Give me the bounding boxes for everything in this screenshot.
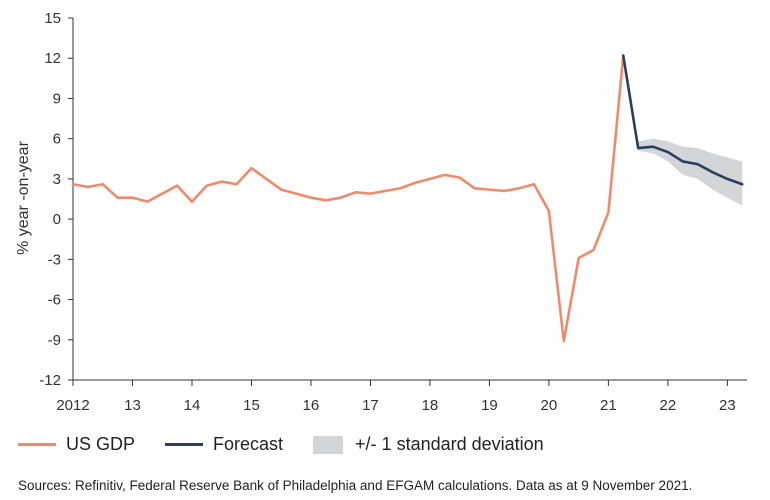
y-tick-label: 6 — [53, 131, 61, 148]
y-tick-label: -12 — [39, 372, 61, 389]
x-tick-label: 13 — [124, 397, 141, 414]
x-tick-label: 22 — [660, 397, 677, 414]
x-tick-label: 15 — [243, 397, 260, 414]
x-axis-ticks: 2012 13 14 15 16 17 18 19 20 21 22 23 — [56, 380, 736, 414]
x-tick-label: 20 — [541, 397, 558, 414]
std-dev-band — [638, 138, 743, 206]
y-tick-label: -3 — [48, 251, 61, 268]
legend-swatch-forecast — [165, 443, 204, 446]
legend-label-std-dev: +/- 1 standard deviation — [355, 434, 544, 454]
y-tick-label: -9 — [48, 332, 61, 349]
y-tick-label: 12 — [44, 50, 61, 67]
x-tick-label: 17 — [362, 397, 379, 414]
legend-item-us-gdp: US GDP — [18, 434, 135, 455]
y-tick-label: 0 — [53, 211, 61, 228]
y-axis-ticks: 15 12 9 6 3 0 -3 -6 -9 -12 — [39, 10, 73, 389]
y-axis-label: % year -on-year — [15, 140, 32, 254]
y-tick-label: 3 — [53, 171, 61, 188]
forecast-series-line — [621, 54, 744, 186]
legend-label-forecast: Forecast — [213, 434, 284, 454]
x-tick-label: 19 — [481, 397, 498, 414]
legend-item-std-dev: +/- 1 standard deviation — [313, 434, 544, 455]
y-tick-label: 9 — [53, 90, 61, 107]
line-chart: 15 12 9 6 3 0 -3 -6 -9 -12 2012 13 14 15 16 17 18 19 20 21… — [15, 10, 747, 414]
legend-swatch-us-gdp — [18, 443, 56, 446]
legend-label-us-gdp: US GDP — [66, 434, 136, 454]
legend: US GDP Forecast +/- 1 standard deviation — [18, 434, 574, 455]
source-note: Sources: Refinitiv, Federal Reserve Bank… — [18, 478, 693, 493]
x-tick-label: 2012 — [56, 397, 89, 414]
x-tick-label: 16 — [303, 397, 320, 414]
legend-swatch-std-dev — [313, 435, 344, 454]
x-tick-label: 23 — [719, 397, 736, 414]
x-tick-label: 14 — [184, 397, 201, 414]
legend-item-forecast: Forecast — [165, 434, 283, 455]
y-tick-label: -6 — [48, 292, 61, 309]
x-tick-label: 21 — [600, 397, 617, 414]
us-gdp-series-line — [71, 54, 625, 343]
x-tick-label: 18 — [422, 397, 439, 414]
y-tick-label: 15 — [44, 10, 61, 27]
